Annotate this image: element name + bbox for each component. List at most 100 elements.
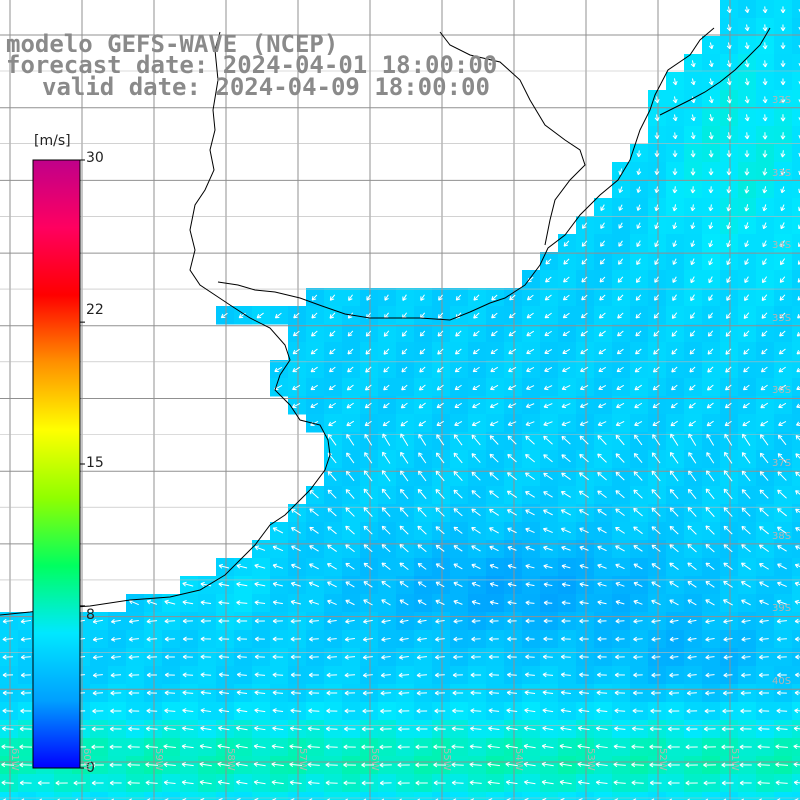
wind-arrow-head [709,261,710,265]
wind-arrow-head [526,528,530,529]
lon-label: 59W [153,748,164,771]
lat-label: 36S [772,385,791,396]
wind-cell [324,792,343,800]
wind-arrow-head [328,527,332,528]
wind-arrow-head [310,509,314,510]
wind-arrow-head [652,527,656,528]
wind-arrow-head [580,454,584,455]
wind-cell [738,792,757,800]
wind-cell [270,792,289,800]
wind-cell [792,522,800,541]
wind-cell [342,792,361,800]
wind-arrow-head [690,332,691,336]
wind-cell [108,792,127,800]
wind-arrow-head [778,509,782,510]
wind-arrow-head [330,296,331,300]
wind-arrow-head [508,425,512,426]
wind-arrow-head [472,491,476,492]
wind-cell [792,108,800,127]
wind-cell [774,792,793,800]
colorbar-tick-label: 15 [86,455,104,471]
wind-arrow-head [544,455,548,456]
wind-cell [396,792,415,800]
wind-arrow-head [309,582,313,583]
wind-arrow-head [634,508,638,509]
wind-cell [486,792,505,800]
wind-cell [252,792,271,800]
wind-cell [432,792,451,800]
wind-cell [468,792,487,800]
wind-arrow-head [490,564,494,565]
wind-arrow-head [744,314,745,318]
wind-cell [72,792,91,800]
wind-arrow-head [543,528,547,529]
wind-cell [792,414,800,433]
lon-label: 51W [729,748,740,771]
wind-arrow-head [561,528,565,529]
wind-arrow-head [526,407,530,408]
wind-arrow [632,783,644,784]
wind-cell [450,792,469,800]
wind-cell [54,792,73,800]
wind-arrow-head [598,472,602,473]
wind-arrow [452,783,463,784]
wind-cell [702,792,721,800]
wind-arrow-head [580,425,584,426]
wind-arrow [632,747,644,748]
wind-cell [612,792,631,800]
lat-label: 40S [772,676,791,687]
wind-cell [792,486,800,505]
wind-cell [126,792,145,800]
wind-arrow-head [328,600,332,601]
wind-arrow [2,783,14,784]
wind-cell [558,792,577,800]
wind-arrow-head [454,600,458,601]
wind-arrow [452,729,464,730]
lat-label: 37S [772,458,791,469]
wind-arrow-head [402,332,403,336]
wind-arrow [452,765,464,766]
wind-arrow-head [544,425,548,426]
wind-arrow-head [582,242,583,246]
wind-arrow-head [781,207,782,211]
lat-label: 33S [772,168,791,179]
wind-cell [162,792,181,800]
lon-label: 54W [513,748,524,771]
colorbar [33,160,85,768]
wind-arrow-head [580,546,584,547]
wind-arrow-head [654,314,655,318]
wind-arrow-head [726,332,727,336]
colorbar-tick-label: 8 [86,607,95,623]
wind-arrow-head [472,582,476,583]
wind-cell [234,792,253,800]
wind-cell [216,792,235,800]
wind-cell [792,558,800,577]
wind-arrow-head [724,545,728,546]
lon-label: 52W [657,748,668,771]
wind-arrow-head [636,296,637,300]
wind-cell [504,792,523,800]
wind-cell [648,792,667,800]
wind-cell [18,792,37,800]
wind-cell [792,504,800,523]
wind-arrow-head [346,545,350,546]
wind-arrow-head [438,314,439,318]
wind-cell [180,792,199,800]
wind-cell [792,792,800,800]
wind-arrow-head [763,225,764,229]
lon-label: 61W [9,748,20,771]
wind-cell [720,792,739,800]
wind-arrow [452,747,464,748]
wind-arrow-head [400,545,404,546]
wind-cell [522,792,541,800]
wind-arrow-head [795,564,799,565]
lon-label: 55W [441,748,452,771]
wind-cell [360,792,379,800]
wind-arrow-head [436,527,440,528]
wind-cell [414,792,433,800]
wind-cell [792,594,800,613]
wind-arrow-head [760,527,764,528]
wind-arrow-head [364,545,368,546]
wind-arrow-head [544,407,548,408]
